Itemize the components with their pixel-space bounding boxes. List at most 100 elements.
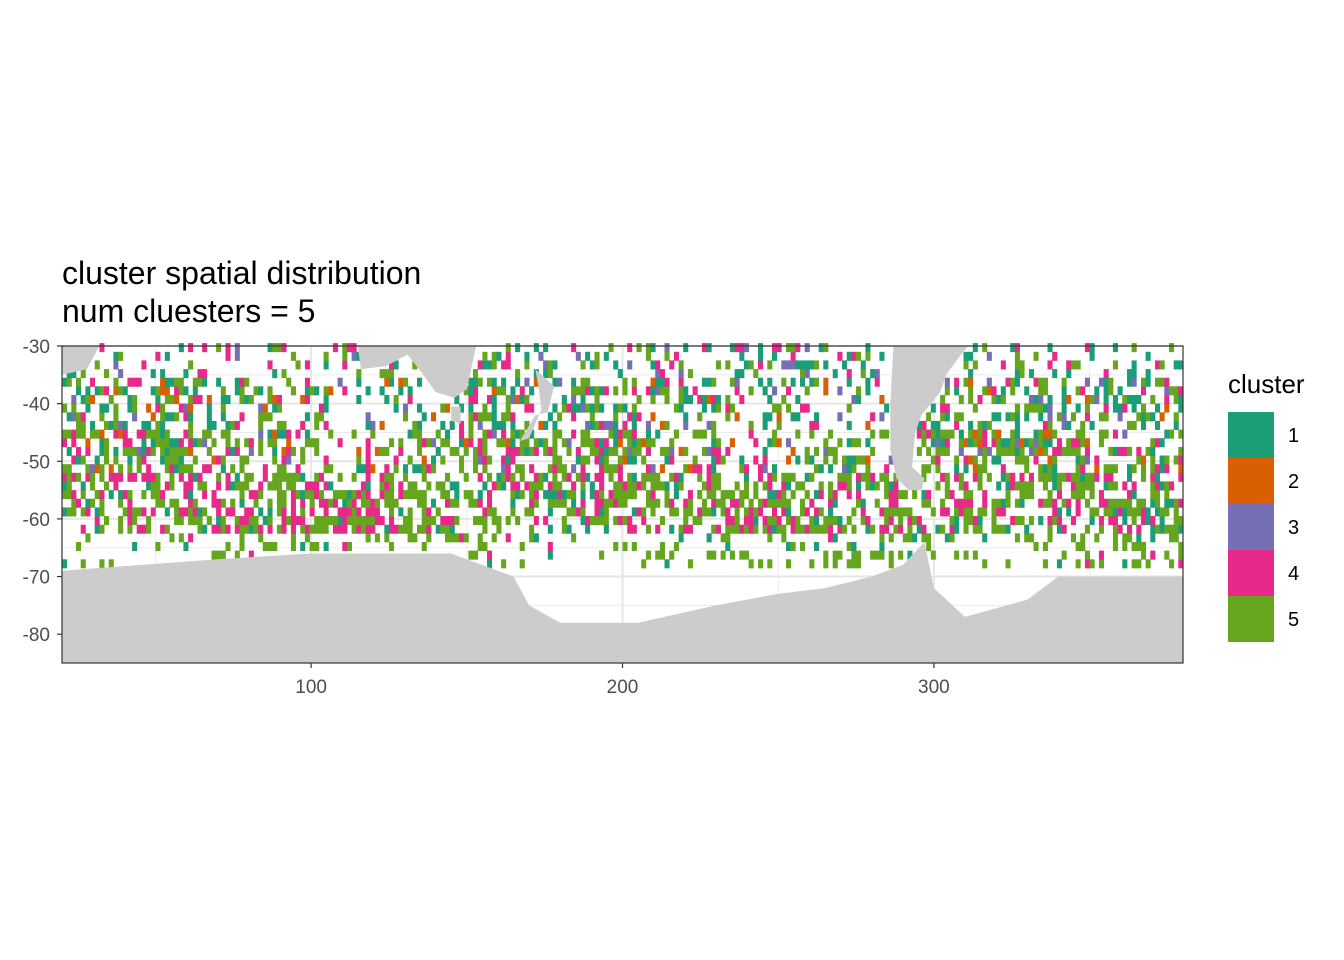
cluster-cell-5 (206, 516, 212, 526)
cluster-cell-4 (687, 490, 693, 500)
cluster-cell-1 (786, 507, 792, 517)
cluster-cell-5 (1173, 524, 1179, 534)
cluster-cell-1 (389, 377, 395, 387)
cluster-cell-1 (762, 412, 768, 422)
cluster-cell-5 (197, 481, 203, 491)
cluster-cell-1 (300, 490, 306, 500)
cluster-cell-5 (715, 481, 721, 491)
cluster-cell-3 (113, 360, 119, 370)
cluster-cell-5 (673, 403, 679, 413)
cluster-cell-1 (90, 420, 96, 430)
cluster-cell-5 (524, 360, 530, 370)
cluster-cell-5 (1061, 446, 1067, 456)
cluster-cell-4 (248, 438, 254, 448)
cluster-cell-4 (837, 524, 843, 534)
cluster-cell-4 (122, 490, 128, 500)
cluster-cell-5 (954, 412, 960, 422)
cluster-cell-5 (715, 403, 721, 413)
cluster-cell-5 (1052, 516, 1058, 526)
cluster-cell-5 (767, 559, 773, 569)
cluster-cell-4 (80, 412, 86, 422)
cluster-cell-5 (211, 550, 217, 560)
cluster-cell-4 (1178, 559, 1184, 569)
cluster-cell-5 (501, 412, 507, 422)
cluster-cell-4 (1052, 498, 1058, 508)
legend-key-1 (1228, 412, 1274, 458)
cluster-cell-5 (977, 420, 983, 430)
cluster-cell-5 (1150, 464, 1156, 474)
cluster-cell-1 (206, 412, 212, 422)
cluster-cell-4 (426, 524, 432, 534)
cluster-cell-1 (1150, 524, 1156, 534)
cluster-cell-1 (982, 420, 988, 430)
cluster-cell-5 (473, 455, 479, 465)
cluster-cell-1 (234, 386, 240, 396)
cluster-cell-4 (1019, 472, 1025, 482)
cluster-cell-4 (846, 490, 852, 500)
cluster-cell-5 (346, 516, 352, 526)
cluster-cell-1 (1052, 472, 1058, 482)
cluster-cell-5 (482, 438, 488, 448)
cluster-cell-4 (1108, 516, 1114, 526)
cluster-cell-4 (954, 420, 960, 430)
cluster-cell-1 (599, 403, 605, 413)
cluster-cell-4 (954, 498, 960, 508)
cluster-cell-4 (1103, 498, 1109, 508)
cluster-cell-4 (1052, 507, 1058, 517)
cluster-cell-5 (220, 429, 226, 439)
cluster-cell-5 (697, 516, 703, 526)
cluster-cell-5 (781, 524, 787, 534)
cluster-cell-4 (678, 377, 684, 387)
cluster-cell-5 (743, 507, 749, 517)
cluster-cell-5 (188, 507, 194, 517)
cluster-cell-1 (346, 490, 352, 500)
cluster-cell-4 (1094, 472, 1100, 482)
cluster-cell-5 (155, 472, 161, 482)
cluster-cell-4 (1131, 481, 1137, 491)
cluster-cell-5 (407, 524, 413, 534)
cluster-cell-5 (1042, 559, 1048, 569)
cluster-cell-5 (1089, 559, 1095, 569)
cluster-cell-4 (944, 403, 950, 413)
cluster-cell-5 (356, 369, 362, 379)
cluster-cell-5 (360, 490, 366, 500)
cluster-cell-1 (795, 455, 801, 465)
cluster-cell-5 (290, 351, 296, 361)
cluster-cell-5 (169, 472, 175, 482)
cluster-cell-5 (1141, 542, 1147, 552)
cluster-cell-3 (655, 369, 661, 379)
cluster-cell-5 (529, 490, 535, 500)
cluster-cell-5 (907, 533, 913, 543)
cluster-cell-3 (1014, 438, 1020, 448)
legend-key-4 (1228, 550, 1274, 596)
cluster-cell-2 (879, 395, 885, 405)
cluster-cell-5 (253, 524, 259, 534)
cluster-cell-5 (982, 386, 988, 396)
cluster-cell-5 (692, 516, 698, 526)
cluster-cell-5 (1019, 516, 1025, 526)
cluster-cell-5 (996, 446, 1002, 456)
cluster-cell-1 (552, 377, 558, 387)
legend-key-3 (1228, 504, 1274, 550)
cluster-cell-5 (870, 550, 876, 560)
cluster-cell-2 (108, 464, 114, 474)
cluster-cell-4 (1080, 386, 1086, 396)
cluster-cell-5 (720, 455, 726, 465)
cluster-cell-4 (216, 498, 222, 508)
cluster-cell-5 (1052, 455, 1058, 465)
cluster-cell-5 (893, 524, 899, 534)
cluster-cell-5 (258, 438, 264, 448)
cluster-cell-5 (608, 446, 614, 456)
cluster-cell-4 (622, 420, 628, 430)
cluster-cell-5 (622, 429, 628, 439)
cluster-cell-1 (561, 395, 567, 405)
cluster-cell-4 (888, 498, 894, 508)
cluster-cell-5 (1028, 490, 1034, 500)
cluster-cell-1 (496, 351, 502, 361)
cluster-cell-1 (1145, 351, 1151, 361)
cluster-cell-5 (1159, 360, 1165, 370)
cluster-cell-1 (865, 524, 871, 534)
cluster-cell-5 (1108, 498, 1114, 508)
cluster-cell-1 (543, 369, 549, 379)
cluster-cell-1 (239, 498, 245, 508)
